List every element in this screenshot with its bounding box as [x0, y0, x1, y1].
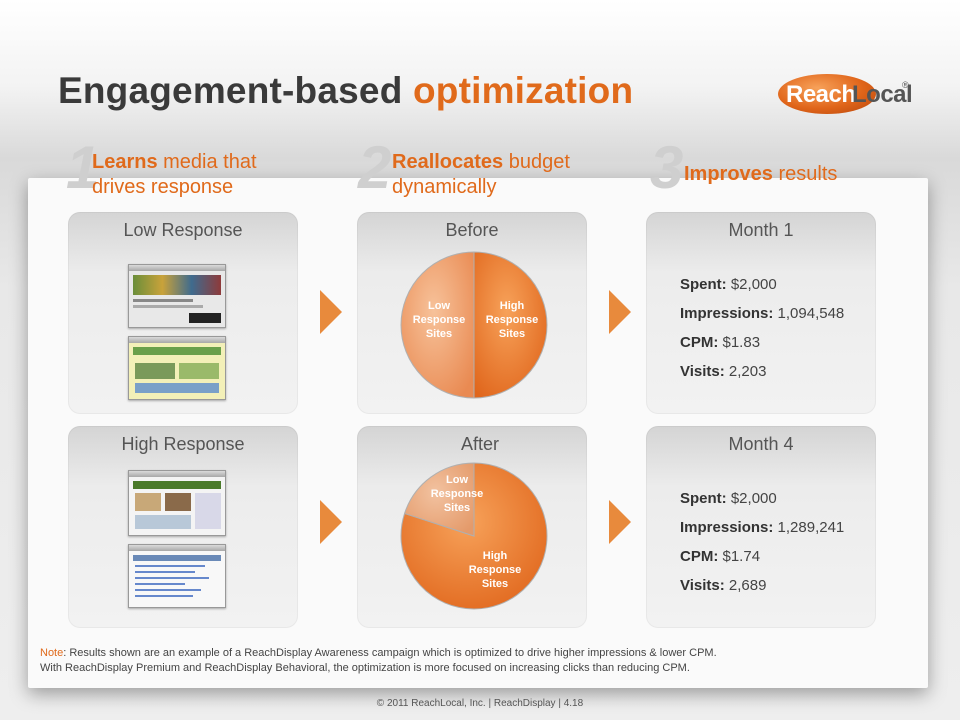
- pie-label-high: Response: [486, 314, 539, 326]
- pie-chart-after: Low Response Sites High Response Sites: [400, 462, 548, 610]
- footer-copyright: © 2011 ReachLocal, Inc. | ReachDisplay |…: [376, 698, 584, 709]
- panel-low-response: Low Response: [68, 212, 298, 414]
- website-thumbnail: [128, 336, 226, 400]
- step-text: Improves results: [684, 162, 837, 187]
- panel-title: Month 1: [728, 220, 794, 240]
- step-number: 3: [650, 134, 684, 201]
- panel-title: High Response: [121, 434, 245, 454]
- reachlocal-logo: Reach Local ®: [778, 70, 913, 120]
- pie-label-low: Low: [446, 474, 468, 486]
- step-text: Learns media that drives response: [92, 150, 257, 200]
- pie-label-high: Response: [469, 564, 522, 576]
- logo-reach-text: Reach: [786, 81, 856, 108]
- stat-visits: Visits: 2,689: [680, 577, 767, 594]
- arrow-right-icon: [320, 500, 342, 544]
- pie-slice-high-response: [473, 251, 548, 399]
- panel-after: After Low Response Sites High Response S…: [357, 426, 587, 628]
- arrow-right-icon: [609, 290, 631, 334]
- pie-label-low: Response: [413, 314, 466, 326]
- step-number: 1: [66, 134, 100, 201]
- pie-label-high: High: [483, 550, 508, 562]
- step-bold: Reallocates: [392, 151, 504, 173]
- title-main: Engagement-based: [58, 70, 403, 111]
- panel-title: Before: [445, 220, 499, 240]
- panel-title: Low Response: [123, 220, 243, 240]
- pie-label-low: Sites: [426, 328, 452, 340]
- panel-before: Before Low Response Sites High Response …: [357, 212, 587, 414]
- page-title: Engagement-based optimization: [58, 70, 633, 112]
- stat-spent: Spent: $2,000: [680, 490, 777, 507]
- pie-label-low: Response: [431, 488, 484, 500]
- pie-label-low: Sites: [444, 502, 470, 514]
- stat-spent: Spent: $2,000: [680, 276, 777, 293]
- panel-high-response: High Response: [68, 426, 298, 628]
- stat-impressions: Impressions: 1,094,548: [680, 305, 845, 322]
- note-label: Note: [40, 647, 64, 659]
- pie-label-low: Low: [428, 300, 450, 312]
- stat-cpm: CPM: $1.74: [680, 548, 761, 565]
- step-line2: dynamically: [392, 176, 497, 198]
- pie-label-high: Sites: [482, 578, 508, 590]
- step-rest: results: [772, 163, 838, 185]
- stat-cpm: CPM: $1.83: [680, 334, 761, 351]
- website-thumbnail: [128, 470, 226, 536]
- panel-title: Month 4: [728, 434, 794, 454]
- panel-month-1: Month 1 Spent: $2,000 Impressions: 1,094…: [646, 212, 876, 414]
- step-bold: Learns: [92, 151, 158, 173]
- title-accent: optimization: [412, 70, 634, 111]
- step-bold: Improves: [684, 163, 773, 185]
- pie-label-high: Sites: [499, 328, 525, 340]
- pie-chart-before: Low Response Sites High Response Sites: [400, 251, 548, 399]
- footnote: Note: Results shown are an example of a …: [40, 646, 717, 676]
- panel-month-4: Month 4 Spent: $2,000 Impressions: 1,289…: [646, 426, 876, 628]
- stat-impressions: Impressions: 1,289,241: [680, 519, 845, 536]
- stats-list: Spent: $2,000 Impressions: 1,094,548 CPM…: [680, 270, 844, 386]
- step-rest: media that: [157, 151, 257, 173]
- website-thumbnail: [128, 544, 226, 608]
- stat-visits: Visits: 2,203: [680, 363, 767, 380]
- note-line1: : Results shown are an example of a Reac…: [63, 647, 717, 659]
- step-text: Reallocates budget dynamically: [392, 150, 570, 200]
- logo-oval: [778, 74, 876, 114]
- panel-title: After: [460, 434, 499, 454]
- stats-list: Spent: $2,000 Impressions: 1,289,241 CPM…: [680, 484, 844, 600]
- step-number: 2: [358, 134, 392, 201]
- arrow-right-icon: [609, 500, 631, 544]
- arrow-right-icon: [320, 290, 342, 334]
- website-thumbnail: [128, 264, 226, 328]
- note-line2: With ReachDisplay Premium and ReachDispl…: [40, 662, 690, 674]
- pie-slice-low-response: [403, 462, 475, 537]
- pie-label-high: High: [500, 300, 525, 312]
- step-rest: budget: [503, 151, 570, 173]
- logo-registered-mark: ®: [902, 80, 909, 90]
- pie-slice-low-response: [400, 251, 475, 399]
- logo-local-text: Local: [852, 81, 913, 108]
- step-line2: drives response: [92, 176, 234, 198]
